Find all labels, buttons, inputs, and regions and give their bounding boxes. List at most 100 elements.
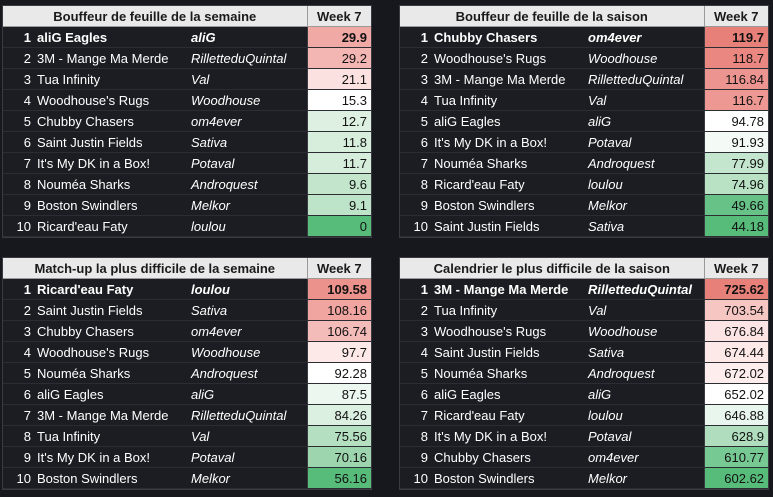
rank-cell: 10: [400, 215, 434, 237]
team-name-cell: 3M - Mange Ma Merde: [37, 404, 187, 426]
rank-cell: 3: [400, 320, 434, 342]
score-cell: 602.62: [703, 467, 769, 489]
rank-cell: 1: [400, 278, 434, 300]
team-name-cell: 3M - Mange Ma Merde: [434, 68, 584, 90]
team-name-cell: Chubby Chasers: [37, 110, 187, 132]
table-row: 3 Tua Infinity Val 21.1: [3, 68, 372, 90]
table-row: 5 aliG Eagles aliG 94.78: [400, 110, 768, 132]
team-name-cell: Ricard'eau Faty: [37, 278, 187, 300]
owner-name-cell: Val: [187, 68, 308, 90]
score-cell: 91.93: [703, 131, 768, 153]
score-cell: 15.3: [306, 89, 372, 111]
team-name-cell: Boston Swindlers: [37, 467, 187, 489]
team-name-cell: Nouméa Sharks: [37, 173, 187, 195]
owner-name-cell: Potaval: [584, 425, 705, 447]
score-cell: 92.28: [306, 362, 372, 384]
table-row: 3 3M - Mange Ma Merde RilletteduQuintal 116…: [400, 68, 768, 90]
owner-name-cell: Androquest: [584, 152, 704, 174]
rank-cell: 4: [3, 341, 37, 363]
score-cell: 676.84: [703, 320, 769, 342]
owner-name-cell: Androquest: [187, 362, 308, 384]
table-row: 10 Boston Swindlers Melkor 56.16: [3, 467, 372, 489]
table-title: Bouffeur de feuille de la semaine: [3, 6, 308, 27]
rank-cell: 1: [3, 26, 37, 48]
team-name-cell: Woodhouse's Rugs: [37, 89, 187, 111]
rank-cell: 10: [3, 215, 37, 237]
rank-cell: 2: [3, 299, 37, 321]
team-name-cell: Tua Infinity: [37, 425, 187, 447]
table-row: 4 Tua Infinity Val 116.7: [400, 89, 768, 111]
owner-name-cell: Melkor: [187, 194, 308, 216]
team-name-cell: It's My DK in a Box!: [434, 425, 584, 447]
table-row: 9 It's My DK in a Box! Potaval 70.16: [3, 446, 372, 468]
table-row: 5 Nouméa Sharks Androquest 672.02: [400, 362, 769, 384]
owner-name-cell: om4ever: [187, 320, 308, 342]
owner-name-cell: Woodhouse: [187, 341, 308, 363]
rank-cell: 1: [400, 26, 434, 48]
rank-cell: 8: [400, 425, 434, 447]
score-cell: 74.96: [703, 173, 768, 195]
table-header: Bouffeur de feuille de la saison Week 7: [400, 6, 768, 27]
ranking-table: Match-up la plus difficile de la semaine…: [3, 258, 372, 489]
table-row: 6 aliG Eagles aliG 652.02: [400, 383, 769, 405]
rank-cell: 1: [3, 278, 37, 300]
rank-cell: 6: [3, 131, 37, 153]
score-cell: 9.1: [306, 194, 372, 216]
rank-cell: 9: [3, 194, 37, 216]
owner-name-cell: Melkor: [187, 467, 308, 489]
owner-name-cell: loulou: [187, 215, 308, 237]
table-row: 2 3M - Mange Ma Merde RilletteduQuintal 29.…: [3, 47, 372, 69]
score-cell: 628.9: [703, 425, 769, 447]
rank-cell: 7: [3, 404, 37, 426]
table-row: 7 Nouméa Sharks Androquest 77.99: [400, 152, 768, 174]
owner-name-cell: aliG: [584, 383, 705, 405]
team-name-cell: Woodhouse's Rugs: [434, 47, 584, 69]
table-row: 6 It's My DK in a Box! Potaval 91.93: [400, 131, 768, 153]
team-name-cell: aliG Eagles: [434, 110, 584, 132]
table-row: 2 Saint Justin Fields Sativa 108.16: [3, 299, 372, 321]
owner-name-cell: Melkor: [584, 194, 704, 216]
table-row: 9 Chubby Chasers om4ever 610.77: [400, 446, 769, 468]
table-row: 7 Ricard'eau Faty loulou 646.88: [400, 404, 769, 426]
owner-name-cell: Val: [584, 89, 704, 111]
rank-cell: 10: [3, 467, 37, 489]
team-name-cell: Woodhouse's Rugs: [37, 341, 187, 363]
rank-cell: 2: [3, 47, 37, 69]
table-row: 10 Ricard'eau Faty loulou 0: [3, 215, 372, 237]
owner-name-cell: loulou: [584, 173, 704, 195]
table-row: 1 3M - Mange Ma Merde RilletteduQuintal 725…: [400, 278, 769, 300]
owner-name-cell: Androquest: [584, 362, 705, 384]
rank-cell: 2: [400, 47, 434, 69]
rank-cell: 5: [400, 110, 434, 132]
owner-name-cell: RilletteduQuintal: [584, 278, 705, 300]
table-row: 8 Tua Infinity Val 75.56: [3, 425, 372, 447]
rank-cell: 9: [400, 194, 434, 216]
owner-name-cell: RilletteduQuintal: [584, 68, 704, 90]
score-cell: 610.77: [703, 446, 769, 468]
team-name-cell: Tua Infinity: [37, 68, 187, 90]
team-name-cell: Saint Justin Fields: [434, 341, 584, 363]
team-name-cell: Woodhouse's Rugs: [434, 320, 584, 342]
team-name-cell: Saint Justin Fields: [37, 299, 187, 321]
table-row: 1 aliG Eagles aliG 29.9: [3, 26, 372, 48]
score-cell: 0: [306, 215, 372, 237]
table-row: 5 Nouméa Sharks Androquest 92.28: [3, 362, 372, 384]
rank-cell: 8: [400, 173, 434, 195]
team-name-cell: Chubby Chasers: [37, 320, 187, 342]
table-season-hardest-schedule: Calendrier le plus difficile de la saiso…: [399, 257, 769, 490]
table-row: 8 Nouméa Sharks Androquest 9.6: [3, 173, 372, 195]
table-weekly-hardest-matchup: Match-up la plus difficile de la semaine…: [2, 257, 372, 490]
rank-cell: 6: [3, 383, 37, 405]
score-cell: 672.02: [703, 362, 769, 384]
table-title: Calendrier le plus difficile de la saiso…: [400, 258, 705, 279]
score-cell: 116.84: [703, 68, 768, 90]
owner-name-cell: Potaval: [187, 446, 308, 468]
table-header: Bouffeur de feuille de la semaine Week 7: [3, 6, 372, 27]
table-row: 8 It's My DK in a Box! Potaval 628.9: [400, 425, 769, 447]
team-name-cell: Nouméa Sharks: [37, 362, 187, 384]
team-name-cell: Boston Swindlers: [434, 467, 584, 489]
score-cell: 725.62: [703, 278, 769, 300]
